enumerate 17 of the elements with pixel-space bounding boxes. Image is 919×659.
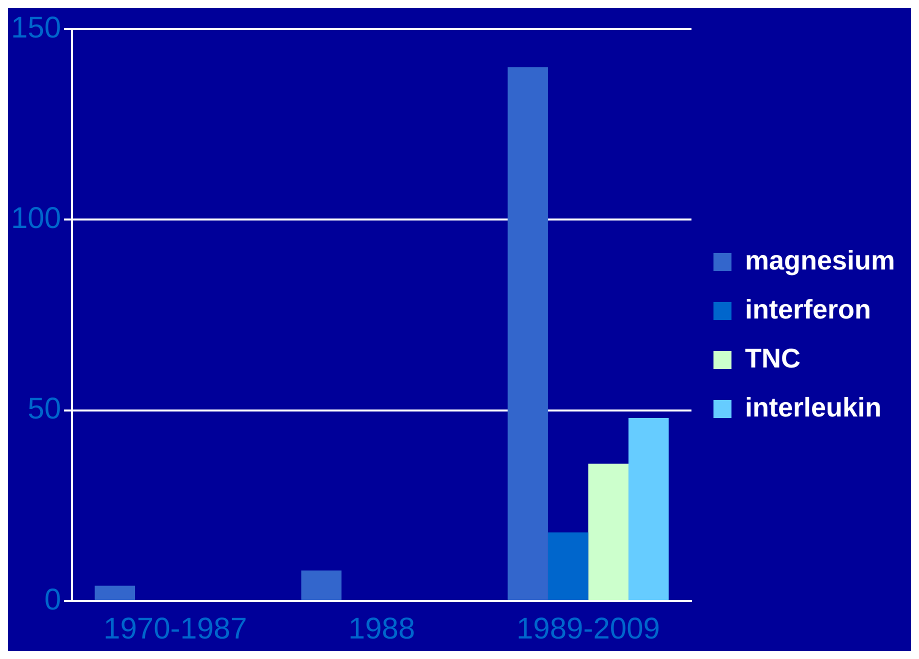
x-tick-label: 1989-2009: [516, 612, 660, 646]
legend-label: magnesium: [744, 245, 896, 276]
bar: [301, 570, 342, 600]
y-tick-label: 100: [10, 202, 62, 235]
bar: [548, 532, 588, 600]
y-tick-label: 150: [10, 11, 62, 44]
bar: [508, 67, 548, 600]
y-tick-label: 50: [28, 392, 62, 426]
legend-label: interleukin: [744, 392, 882, 422]
legend-label: TNC: [744, 343, 800, 374]
bar: [588, 464, 628, 600]
y-tick-label: 0: [44, 583, 62, 616]
x-tick-label: 1970-1987: [104, 612, 248, 646]
legend-label: interferon: [744, 294, 871, 324]
bar: [628, 418, 669, 600]
x-tick-label: 1988: [348, 612, 416, 646]
bar: [94, 586, 136, 600]
